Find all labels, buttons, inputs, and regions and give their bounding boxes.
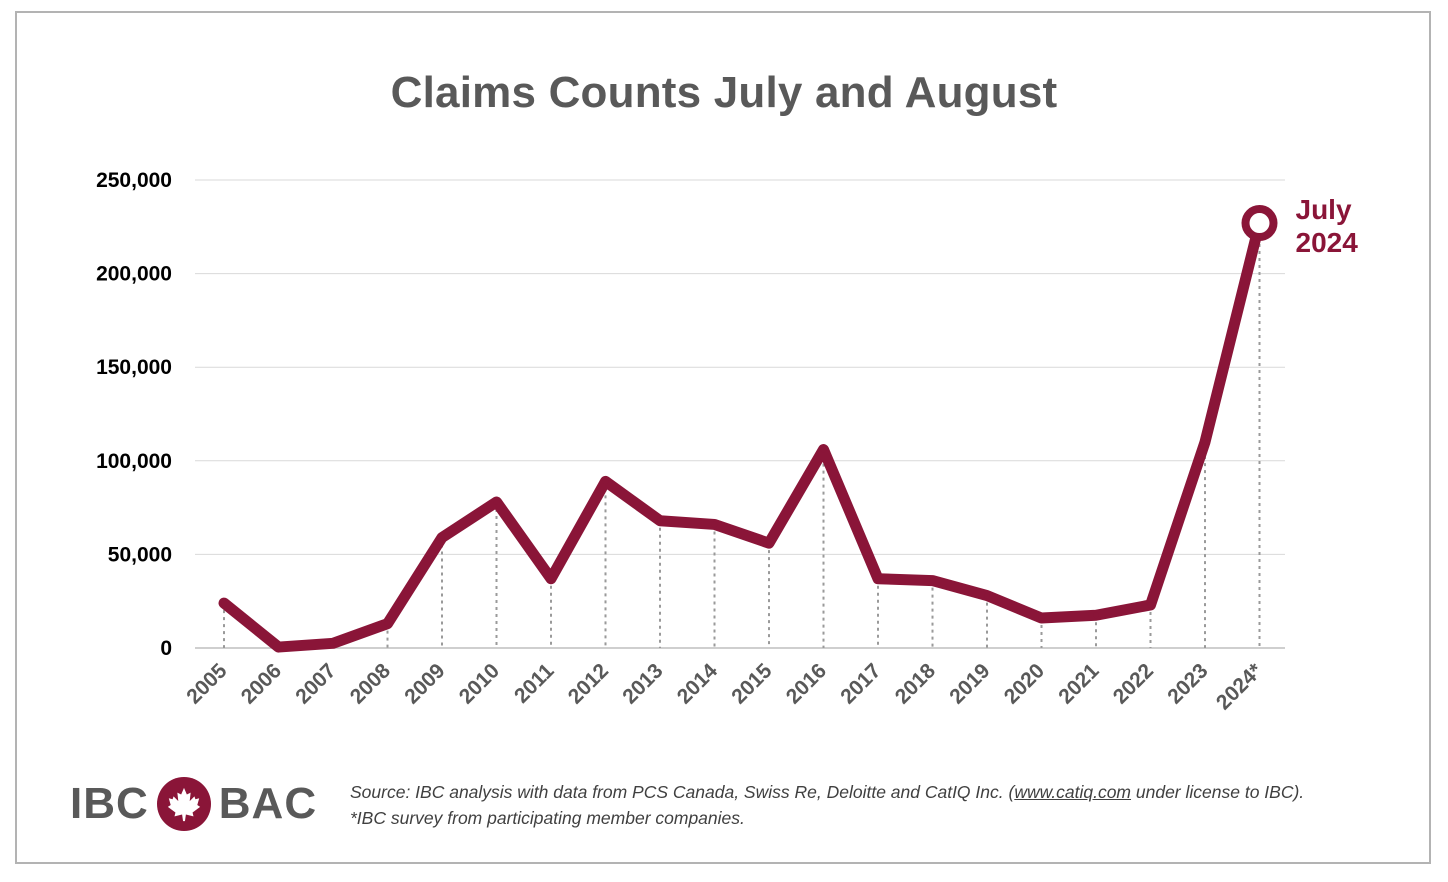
x-tick-label: 2005 xyxy=(182,659,232,709)
x-tick-label: 2024* xyxy=(1212,659,1268,715)
x-tick-label: 2011 xyxy=(510,659,559,708)
x-tick-label: 2023 xyxy=(1163,659,1212,708)
chart-frame xyxy=(15,11,1431,864)
source-suffix: under license to IBC). xyxy=(1131,782,1305,802)
x-tick-label: 2020 xyxy=(1000,659,1049,708)
y-tick-label: 150,000 xyxy=(96,356,172,379)
x-tick-label: 2014 xyxy=(673,659,723,709)
x-tick-label: 2007 xyxy=(291,659,340,708)
x-tick-label: 2010 xyxy=(455,659,504,708)
y-tick-label: 100,000 xyxy=(96,450,172,473)
data-point xyxy=(1147,601,1154,608)
data-point xyxy=(602,478,609,485)
maple-leaf-icon xyxy=(156,777,211,831)
logo-left-text: IBC xyxy=(70,779,149,828)
x-tick-label: 2015 xyxy=(727,659,777,709)
data-point xyxy=(657,517,663,524)
survey-note: *IBC survey from participating member co… xyxy=(350,808,745,828)
data-point xyxy=(984,592,990,599)
x-tick-label: 2008 xyxy=(346,659,396,709)
data-point xyxy=(330,640,336,647)
data-point xyxy=(221,600,227,607)
callout-label: July xyxy=(1296,194,1352,225)
data-point xyxy=(766,540,772,547)
x-tick-label: 2022 xyxy=(1109,659,1158,708)
series-line xyxy=(218,217,1265,653)
data-point xyxy=(384,620,391,627)
highlight-marker xyxy=(1241,205,1278,242)
y-tick-label: 0 xyxy=(160,637,172,660)
x-tick-label: 2013 xyxy=(618,659,667,708)
data-point xyxy=(820,446,827,453)
logo-right-text: BAC xyxy=(218,779,318,828)
callout-label: 2024 xyxy=(1296,227,1359,258)
x-tick-label: 2019 xyxy=(945,659,994,708)
x-tick-label: 2006 xyxy=(237,659,286,708)
x-tick-label: 2021 xyxy=(1054,659,1104,709)
data-point xyxy=(929,577,936,584)
data-point xyxy=(275,644,282,651)
x-tick-label: 2009 xyxy=(400,659,449,708)
chart-title: Claims Counts July and August xyxy=(390,68,1058,117)
ibc-bac-logo: IBC BAC xyxy=(70,776,317,832)
y-tick-label: 200,000 xyxy=(96,263,172,286)
data-point xyxy=(711,521,718,528)
source-prefix: Source: IBC analysis with data from PCS … xyxy=(350,782,1015,802)
data-point xyxy=(493,498,500,505)
data-point xyxy=(1202,439,1208,446)
x-tick-label: 2018 xyxy=(891,659,941,709)
x-tick-label: 2017 xyxy=(836,659,885,708)
data-point xyxy=(875,575,881,582)
y-tick-label: 50,000 xyxy=(108,543,172,566)
x-tick-label: 2012 xyxy=(564,659,613,708)
data-point xyxy=(548,575,554,582)
data-point xyxy=(1038,615,1045,622)
x-tick-label: 2016 xyxy=(782,659,831,708)
data-point xyxy=(1093,612,1099,619)
source-line: Source: IBC analysis with data from PCS … xyxy=(350,779,1304,805)
y-tick-label: 250,000 xyxy=(96,169,172,192)
source-note: Source: IBC analysis with data from PCS … xyxy=(350,779,1304,831)
source-link[interactable]: www.catiq.com xyxy=(1014,782,1132,802)
data-point xyxy=(439,534,445,541)
